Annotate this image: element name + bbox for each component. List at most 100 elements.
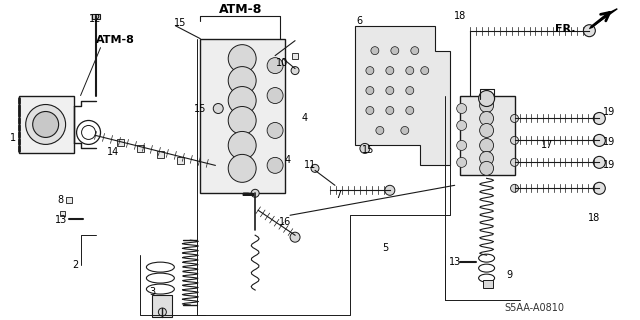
Circle shape [267,58,283,74]
Circle shape [511,158,518,166]
Text: 19: 19 [603,108,616,117]
Text: FR.: FR. [555,24,575,34]
Circle shape [366,107,374,115]
Bar [117,139,124,146]
Text: 3: 3 [149,287,156,297]
Circle shape [511,115,518,123]
Text: 7: 7 [335,190,341,200]
Polygon shape [355,26,450,165]
Bar [177,157,184,164]
Bar [19,96,74,153]
Circle shape [391,47,399,55]
Text: 2: 2 [72,260,79,270]
Circle shape [411,47,419,55]
Circle shape [251,189,259,197]
Text: 9: 9 [506,270,513,280]
Text: ATM-8: ATM-8 [218,3,262,16]
Bar [152,295,172,317]
Text: 4: 4 [285,156,291,165]
Circle shape [479,111,493,125]
Circle shape [228,86,256,115]
Circle shape [457,103,467,114]
Circle shape [228,132,256,159]
Bar [483,280,493,288]
Circle shape [386,67,394,75]
Circle shape [228,45,256,73]
Circle shape [457,140,467,150]
Circle shape [584,25,595,37]
Circle shape [213,103,223,114]
Circle shape [267,88,283,103]
Text: 14: 14 [108,148,120,157]
Circle shape [401,126,409,134]
Circle shape [290,232,300,242]
Circle shape [593,156,605,168]
Circle shape [479,139,493,152]
Circle shape [479,99,493,113]
Bar [137,145,144,152]
Circle shape [26,105,66,144]
Circle shape [406,86,414,94]
Circle shape [420,67,429,75]
Bar [92,14,100,19]
Circle shape [457,120,467,131]
Bar [200,39,285,193]
Circle shape [593,134,605,147]
Text: S5AA-A0810: S5AA-A0810 [504,303,564,313]
Circle shape [228,67,256,94]
Circle shape [360,143,370,153]
Circle shape [479,161,493,175]
Bar [157,151,164,158]
Text: 5: 5 [381,243,388,253]
Text: 15: 15 [174,18,186,28]
Circle shape [386,86,394,94]
Circle shape [457,157,467,167]
Circle shape [386,107,394,115]
Circle shape [366,67,374,75]
Circle shape [158,308,166,316]
Text: 19: 19 [603,160,616,170]
Circle shape [311,164,319,172]
Bar [66,197,72,203]
Text: 18: 18 [454,11,466,21]
Text: 11: 11 [304,160,316,170]
Circle shape [267,123,283,139]
Circle shape [511,136,518,144]
Circle shape [406,67,414,75]
Circle shape [267,157,283,173]
Text: 18: 18 [588,213,600,223]
Circle shape [33,111,59,137]
Circle shape [479,124,493,137]
Circle shape [376,126,384,134]
Circle shape [228,154,256,182]
Text: 16: 16 [279,217,291,227]
Bar [460,96,515,175]
Text: 10: 10 [276,58,288,68]
Circle shape [479,91,495,107]
Text: 4: 4 [302,114,308,124]
Circle shape [593,113,605,124]
Text: 13: 13 [449,257,461,267]
Circle shape [593,182,605,194]
Text: 17: 17 [541,140,554,150]
Bar [292,52,298,59]
Circle shape [511,184,518,192]
Circle shape [228,107,256,134]
Bar [60,211,65,216]
Circle shape [385,185,395,195]
Circle shape [371,47,379,55]
Text: 13: 13 [54,215,67,225]
Text: 12: 12 [90,14,102,24]
Text: 1: 1 [10,133,16,143]
Polygon shape [589,9,618,29]
Circle shape [291,67,299,75]
Text: 19: 19 [603,137,616,148]
Text: 15: 15 [362,145,374,156]
Text: ATM-8: ATM-8 [96,35,135,45]
Circle shape [366,86,374,94]
Circle shape [406,107,414,115]
Text: 15: 15 [194,103,207,114]
Text: 6: 6 [357,16,363,26]
Circle shape [479,151,493,165]
Text: 8: 8 [58,195,64,205]
